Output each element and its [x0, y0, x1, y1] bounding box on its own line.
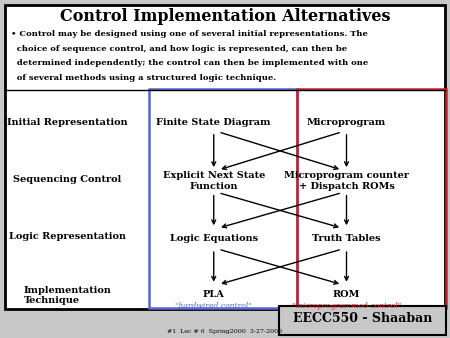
Text: #1  Lec # 6  Spring2000  3-27-2000: #1 Lec # 6 Spring2000 3-27-2000 — [167, 330, 283, 334]
Text: Initial Representation: Initial Representation — [7, 118, 128, 127]
Text: Microprogram: Microprogram — [307, 118, 386, 127]
Text: Implementation
Technique: Implementation Technique — [23, 286, 112, 306]
Text: determined independently; the control can then be implemented with one: determined independently; the control ca… — [11, 59, 369, 68]
Text: "microprogrammed control": "microprogrammed control" — [292, 302, 401, 310]
Text: Logic Representation: Logic Representation — [9, 232, 126, 241]
Text: EECC550 - Shaaban: EECC550 - Shaaban — [292, 312, 432, 325]
Text: Finite State Diagram: Finite State Diagram — [157, 118, 271, 127]
Text: Logic Equations: Logic Equations — [170, 234, 258, 243]
Text: Explicit Next State
Function: Explicit Next State Function — [162, 171, 265, 191]
FancyBboxPatch shape — [5, 5, 445, 309]
Text: Control Implementation Alternatives: Control Implementation Alternatives — [60, 8, 390, 25]
Text: • Control may be designed using one of several initial representations. The: • Control may be designed using one of s… — [11, 30, 368, 39]
Text: Sequencing Control: Sequencing Control — [14, 175, 122, 184]
Text: Truth Tables: Truth Tables — [312, 234, 381, 243]
Text: Microprogram counter
+ Dispatch ROMs: Microprogram counter + Dispatch ROMs — [284, 171, 409, 191]
Text: ROM: ROM — [333, 290, 360, 298]
Text: choice of sequence control, and how logic is represented, can then be: choice of sequence control, and how logi… — [11, 45, 347, 53]
FancyBboxPatch shape — [279, 306, 446, 335]
Text: PLA: PLA — [203, 290, 225, 298]
Text: "hardwired control": "hardwired control" — [176, 302, 252, 310]
Text: of several methods using a structured logic technique.: of several methods using a structured lo… — [11, 74, 276, 82]
